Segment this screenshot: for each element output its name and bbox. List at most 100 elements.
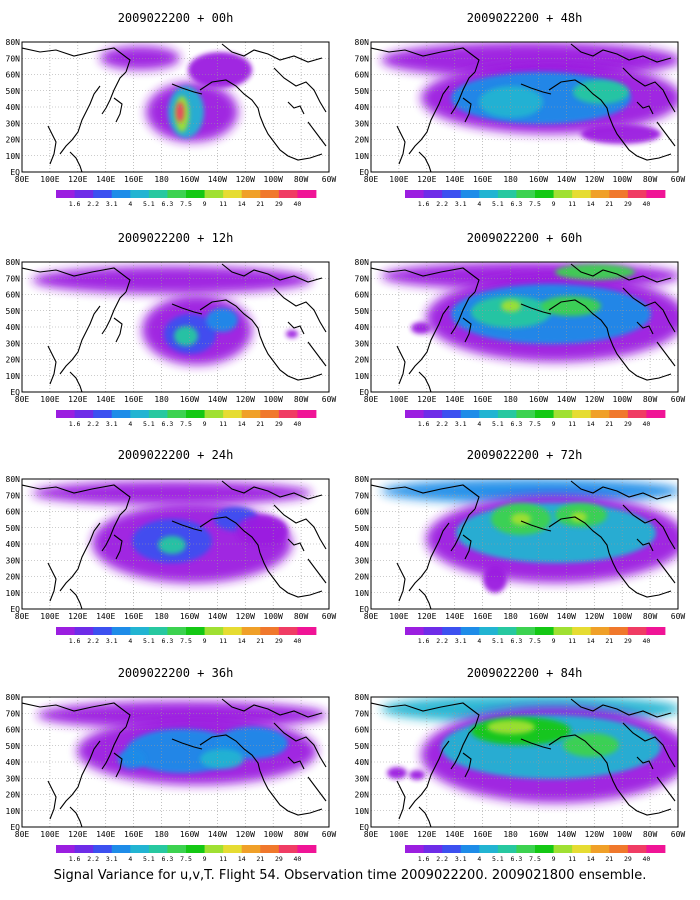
- map-frame: [370, 41, 679, 173]
- lat-tick-label: 70N: [6, 709, 21, 718]
- colorbar-label: 40: [294, 200, 302, 208]
- figure-caption: Signal Variance for u,v,T. Flight 54. Ob…: [53, 868, 647, 883]
- lon-tick-label: 160E: [473, 612, 492, 621]
- lon-tick-label: 160W: [180, 175, 199, 184]
- lon-tick-label: 120W: [236, 395, 255, 404]
- colorbar-label: 9: [552, 855, 556, 863]
- colorbar-swatch: [56, 190, 75, 198]
- lat-tick-label: 20N: [6, 573, 21, 582]
- colorbar-swatch: [553, 190, 573, 198]
- colorbar-label: 3.1: [106, 420, 118, 428]
- lon-tick-label: 140W: [557, 612, 576, 621]
- lon-tick-label: 160W: [529, 612, 548, 621]
- lon-tick-label: 180: [503, 395, 518, 404]
- coastline: [22, 263, 327, 392]
- lon-tick-label: 120W: [236, 612, 255, 621]
- colorbar-swatch: [167, 190, 187, 198]
- colorbar-swatch: [260, 845, 280, 853]
- lat-tick-label: 30N: [6, 556, 21, 565]
- lat-tick-label: 80N: [6, 693, 21, 702]
- colorbar-swatch: [297, 845, 317, 853]
- lon-tick-label: 120E: [68, 830, 87, 839]
- lat-tick-label: 70N: [355, 709, 370, 718]
- colorbar-label: 5.1: [143, 855, 155, 863]
- colorbar-label: 4: [128, 855, 132, 863]
- colorbar-label: 7.5: [180, 200, 192, 208]
- colorbar-label: 11: [219, 420, 227, 428]
- lat-tick-label: 60N: [355, 726, 370, 735]
- lon-tick-label: 100E: [389, 175, 408, 184]
- colorbar-label: 9: [552, 637, 556, 645]
- colorbar-label: 14: [587, 420, 595, 428]
- colorbar-label: 5.1: [143, 200, 155, 208]
- colorbar-label: 5.1: [143, 420, 155, 428]
- lat-tick-label: 10N: [355, 589, 370, 598]
- colorbar-swatch: [516, 627, 536, 635]
- colorbar-swatch: [423, 410, 443, 418]
- colorbar-swatch: [74, 190, 94, 198]
- colorbar-swatch: [553, 410, 573, 418]
- lon-tick-label: 140W: [557, 175, 576, 184]
- lat-tick-label: 60N: [6, 71, 21, 80]
- colorbar-label: 29: [275, 637, 283, 645]
- colorbar-label: 6.3: [162, 637, 174, 645]
- colorbar-swatch: [572, 845, 592, 853]
- colorbar-swatch: [241, 627, 261, 635]
- colorbar-swatch: [278, 190, 298, 198]
- colorbar-label: 21: [256, 200, 264, 208]
- lat-tick-label: 20N: [355, 356, 370, 365]
- lat-tick-label: 20N: [6, 136, 21, 145]
- colorbar-label: 40: [643, 420, 651, 428]
- colorbar-label: 7.5: [529, 855, 541, 863]
- colorbar-swatch: [297, 627, 317, 635]
- lon-tick-label: 180: [503, 175, 518, 184]
- coastline: [371, 263, 676, 392]
- lon-tick-label: 140W: [208, 175, 227, 184]
- lon-tick-label: 100E: [389, 830, 408, 839]
- colorbar-swatch: [479, 410, 499, 418]
- colorbar-swatch: [278, 627, 298, 635]
- lon-tick-label: 160W: [529, 395, 548, 404]
- colorbar-swatch: [130, 190, 150, 198]
- variance-field: [371, 479, 678, 609]
- lat-tick-label: 70N: [355, 274, 370, 283]
- lat-tick-label: EQ: [10, 823, 20, 832]
- colorbar-label: 2.2: [87, 855, 99, 863]
- map-panel-p12: 2009022200 + 12h 80N 70N 60N 50N 40N 30N 20N 10N…: [6, 231, 337, 428]
- colorbar-label: 4: [128, 200, 132, 208]
- lat-tick-label: 40N: [6, 540, 21, 549]
- colorbar-label: 1.6: [69, 420, 81, 428]
- colorbar-label: 14: [587, 855, 595, 863]
- colorbar-swatch: [627, 410, 647, 418]
- lon-tick-label: 140W: [208, 395, 227, 404]
- lat-tick-label: 80N: [6, 475, 21, 484]
- lon-tick-label: 180: [503, 830, 518, 839]
- colorbar-swatch: [646, 845, 666, 853]
- coastline: [22, 43, 327, 172]
- lat-tick-label: 20N: [355, 791, 370, 800]
- lon-tick-label: 120E: [417, 395, 436, 404]
- colorbar-swatch: [627, 845, 647, 853]
- colorbar-label: 40: [294, 855, 302, 863]
- lat-tick-label: 60N: [355, 291, 370, 300]
- colorbar-swatch: [241, 410, 261, 418]
- lon-tick-label: 120W: [585, 395, 604, 404]
- lon-tick-label: 60W: [671, 830, 686, 839]
- lon-tick-label: 160W: [529, 175, 548, 184]
- colorbar-label: 11: [568, 637, 576, 645]
- colorbar-swatch: [74, 627, 94, 635]
- lon-tick-label: 180: [154, 612, 169, 621]
- lat-tick-label: EQ: [359, 823, 369, 832]
- colorbar-swatch: [572, 190, 592, 198]
- lat-tick-label: 30N: [355, 556, 370, 565]
- lat-tick-label: 10N: [6, 152, 21, 161]
- colorbar-swatch: [479, 627, 499, 635]
- lon-tick-label: 80W: [643, 395, 658, 404]
- lon-tick-label: 120W: [236, 830, 255, 839]
- panel-title: 2009022200 + 60h: [467, 231, 583, 245]
- lat-tick-label: 70N: [6, 274, 21, 283]
- colorbar-swatch: [497, 845, 517, 853]
- coastline: [22, 698, 327, 827]
- lon-tick-label: 100E: [40, 395, 59, 404]
